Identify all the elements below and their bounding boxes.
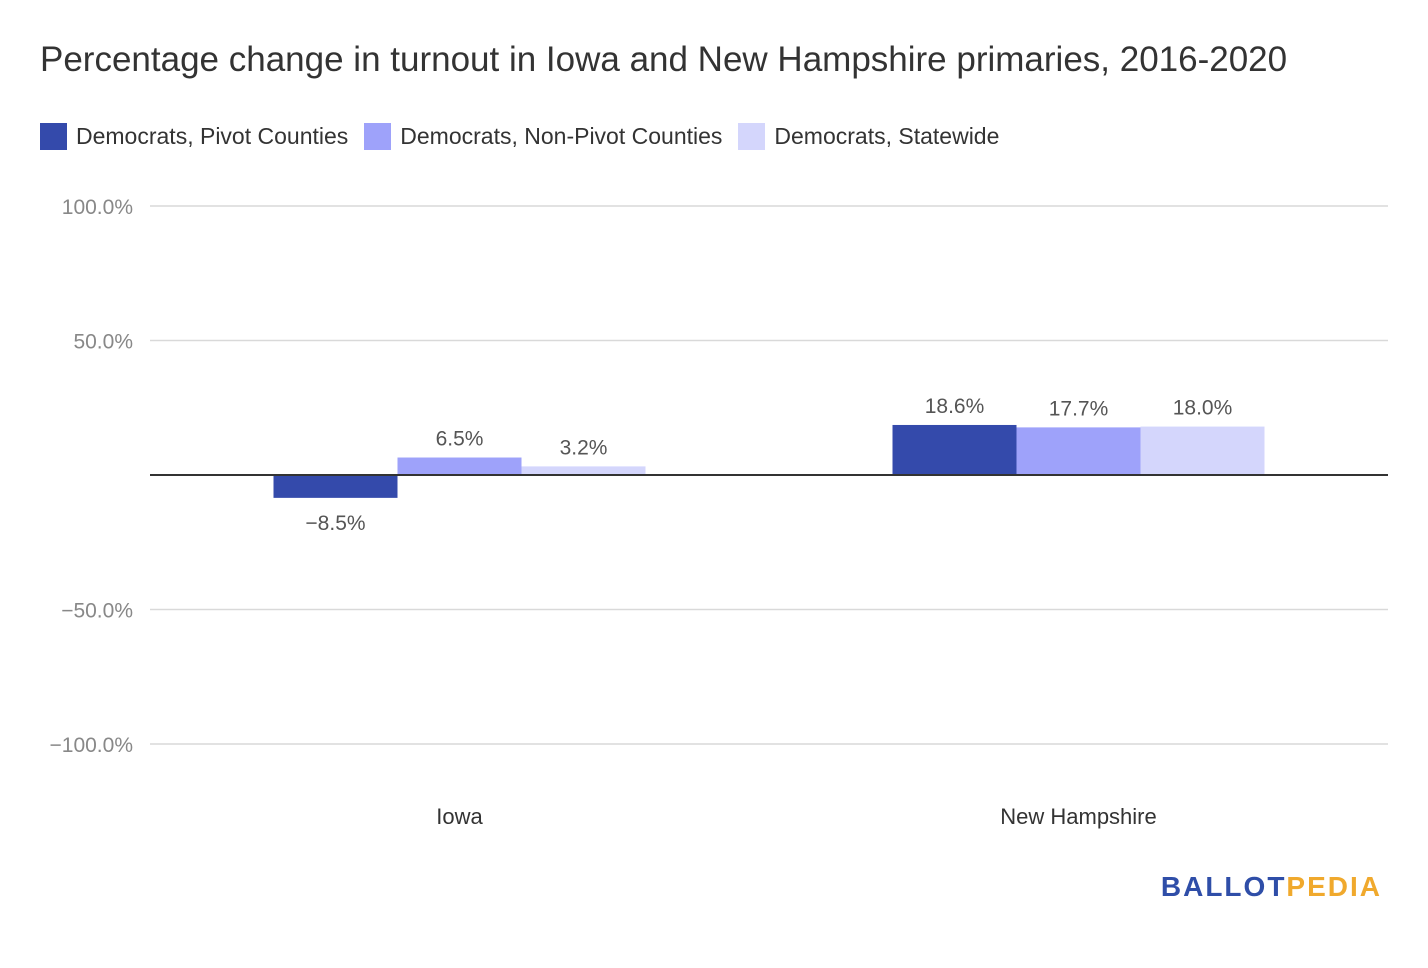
ballotpedia-logo: BALLOTPEDIA [1161,871,1382,903]
legend-swatch-non-pivot [364,123,392,150]
logo-part-ballot: BALLOT [1160,871,1287,902]
bar-1-2 [1140,426,1265,475]
x-category-label-1: New Hampshire [1000,804,1157,829]
legend-label-statewide: Democrats, Statewide [774,123,1000,149]
bar-0-0 [273,475,398,498]
legend-swatch-pivot [40,123,67,150]
legend-item-pivot: Democrats, Pivot Counties [40,123,348,150]
y-tick-label-1: 50.0% [73,331,133,354]
legend-label-pivot: Democrats, Pivot Counties [76,123,349,149]
data-label-1-1: 17.7% [1049,397,1109,420]
y-tick-label-2: −50.0% [61,600,133,623]
bar-0-1 [397,457,522,475]
data-label-0-0: −8.5% [305,512,365,535]
data-label-1-0: 18.6% [925,395,985,418]
bar-1-1 [1016,427,1141,475]
logo-part-pedia: PEDIA [1286,871,1382,902]
data-label-0-1: 6.5% [436,428,484,451]
data-label-0-2: 3.2% [560,436,608,459]
y-tick-label-0: 100.0% [62,196,133,219]
data-label-1-2: 18.0% [1173,397,1233,420]
legend-item-statewide: Democrats, Statewide [738,123,999,150]
x-category-label-0: Iowa [436,804,483,829]
bar-0-2 [521,466,646,475]
y-tick-label-3: −100.0% [50,734,134,757]
legend-swatch-statewide [738,123,766,150]
legend-item-non-pivot: Democrats, Non-Pivot Counties [364,123,722,150]
legend: Democrats, Pivot Counties Democrats, Non… [40,123,1015,150]
bar-1-0 [892,424,1017,475]
chart-title: Percentage change in turnout in Iowa and… [40,40,1288,79]
legend-label-non-pivot: Democrats, Non-Pivot Counties [400,123,723,149]
